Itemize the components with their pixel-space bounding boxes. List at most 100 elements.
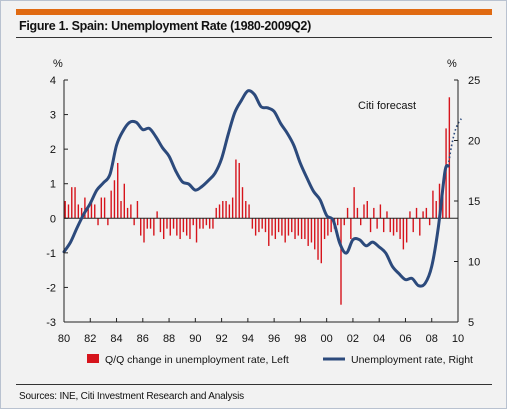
bar [123,183,125,219]
bar [442,187,444,219]
bar [235,159,237,219]
bar [307,218,309,246]
bar [337,218,339,226]
bar [261,218,263,229]
bar [386,211,388,219]
bar [314,218,316,250]
x-tick-label: 84 [110,333,122,345]
left-tick-label: 4 [50,75,56,87]
bar-series [64,97,451,305]
x-tick-label: 86 [137,333,149,345]
bar [300,218,303,240]
bar [159,218,162,233]
x-tick-label: 80 [58,333,70,345]
bar [212,218,214,229]
bar [268,218,270,246]
bar [258,218,260,233]
bar [363,204,365,219]
bar [228,204,231,219]
bar [392,218,395,236]
axes-group [63,80,459,323]
bar [435,201,437,219]
bottom-divider [16,384,492,385]
bar [356,207,359,219]
bar [64,201,66,219]
bar [146,218,148,229]
bar [231,197,234,219]
bar [84,197,86,219]
x-tick-label: 00 [321,333,333,345]
right-tick-label: 15 [468,196,480,208]
line-series-group [62,89,462,288]
figure-title: Figure 1. Spain: Unemployment Rate (1980… [19,19,311,33]
x-tick-label: 06 [399,333,411,345]
x-tick-label: 90 [189,333,201,345]
bar [218,204,221,219]
bar [405,218,408,243]
bar [136,201,139,219]
bar [327,218,329,236]
left-tick-label: 1 [50,179,56,191]
unemployment-rate-line [62,89,450,288]
bar [189,218,191,240]
bar [248,204,250,219]
bar [419,218,421,236]
right-tick-label: 20 [468,136,480,148]
legend-label-bar: Q/Q change in unemployment rate, Left [105,354,289,366]
x-tick-label: 82 [84,333,96,345]
bar [199,218,201,229]
bar [340,218,342,305]
bar [126,207,129,219]
bar [287,218,290,236]
bar [130,204,132,219]
x-tick-label: 08 [426,333,438,345]
bar [369,218,372,233]
bar [153,218,155,236]
bar [74,187,76,219]
x-tick-label: 02 [347,333,359,345]
bar [179,218,181,240]
bar [432,190,434,219]
legend: Q/Q change in unemployment rate, Left Un… [87,354,473,366]
legend-label-line: Unemployment rate, Right [351,354,473,366]
bar [110,190,112,219]
bar [185,218,188,236]
bar [350,218,352,240]
bar [97,218,99,226]
right-tick-label: 5 [468,317,474,329]
bar [412,218,414,233]
bar [396,218,398,233]
bar [241,187,244,219]
left-tick-label: 2 [50,144,56,156]
bar [143,218,145,243]
left-tick-label: 0 [50,213,56,225]
bar [245,201,247,219]
left-tick-label: -3 [46,317,56,329]
bar [77,204,80,219]
right-tick-label: 25 [468,75,480,87]
bar [156,211,158,219]
title-divider [16,37,492,38]
bar [284,218,286,243]
bar [343,218,345,226]
accent-bar [16,9,492,15]
bar [389,218,391,233]
left-tick-label: -2 [46,282,56,294]
bar [379,204,382,219]
bar [172,218,175,229]
bar [277,218,280,233]
bar [205,218,208,226]
bar [222,201,224,219]
source-note: Sources: INE, Citi Investment Research a… [19,391,244,402]
bar [113,180,116,219]
x-tick-label: 88 [163,333,175,345]
bar [402,218,405,250]
bar [215,207,217,219]
bar [399,218,401,240]
right-axis-unit: % [447,58,457,70]
bar [409,211,411,219]
bar [376,218,378,229]
bar [317,218,319,260]
bar [425,207,428,219]
